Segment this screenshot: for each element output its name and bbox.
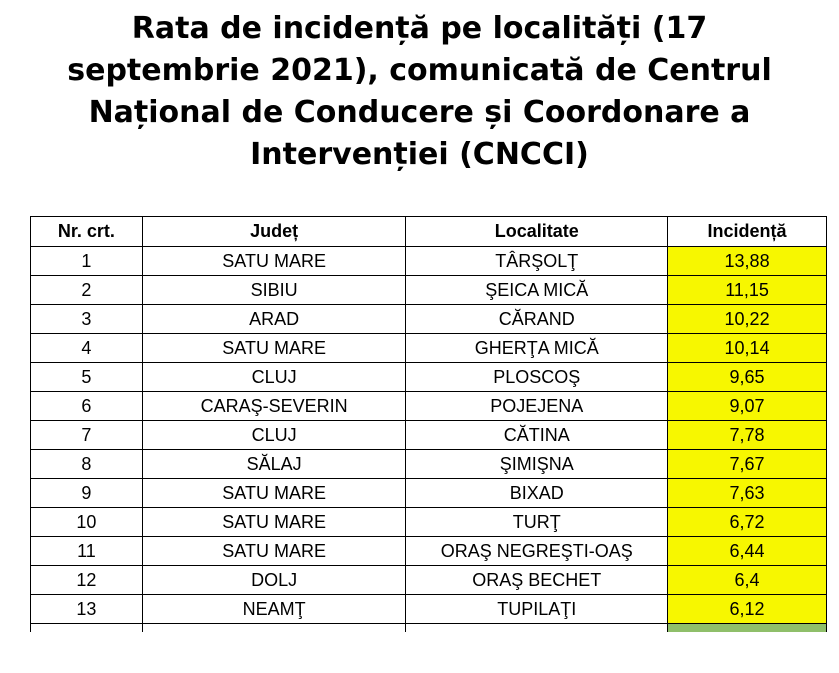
table-row: 12 DOLJ ORAŞ BECHET 6,4 — [30, 565, 827, 595]
cell-localitate: CĂRAND — [405, 304, 669, 334]
cell-incidenta: 7,78 — [667, 420, 827, 450]
cell-judet: SATU MARE — [141, 333, 407, 363]
cell-judet: CLUJ — [141, 362, 407, 392]
cell-incidenta: 13,88 — [667, 246, 827, 276]
cell-judet: SATU MARE — [141, 246, 407, 276]
table-row: 11 SATU MARE ORAŞ NEGREŞTI-OAŞ 6,44 — [30, 536, 827, 566]
table-row: 9 SATU MARE BIXAD 7,63 — [30, 478, 827, 508]
cell-partial — [30, 623, 143, 632]
table-row: 10 SATU MARE TURŢ 6,72 — [30, 507, 827, 537]
cell-localitate: CĂTINA — [405, 420, 669, 450]
cell-partial — [141, 623, 407, 632]
table-row: 3 ARAD CĂRAND 10,22 — [30, 304, 827, 334]
cell-incidenta: 7,63 — [667, 478, 827, 508]
table-row: 6 CARAŞ-SEVERIN POJEJENA 9,07 — [30, 391, 827, 421]
table-row: 8 SĂLAJ ŞIMIŞNA 7,67 — [30, 449, 827, 479]
cell-nr: 8 — [30, 449, 143, 479]
title-line: Rata de incidență pe localități (17 — [131, 11, 708, 46]
header-nr-crt: Nr. crt. — [30, 216, 143, 247]
cell-incidenta: 10,22 — [667, 304, 827, 334]
table-header-row: Nr. crt. Județ Localitate Incidență — [30, 216, 827, 247]
cell-localitate: TURŢ — [405, 507, 669, 537]
cell-nr: 7 — [30, 420, 143, 450]
cell-nr: 6 — [30, 391, 143, 421]
cell-localitate: ORAŞ BECHET — [405, 565, 669, 595]
cell-localitate: TUPILAŢI — [405, 594, 669, 624]
cell-nr: 9 — [30, 478, 143, 508]
cell-nr: 2 — [30, 275, 143, 305]
cell-judet: NEAMŢ — [141, 594, 407, 624]
cell-incidenta: 6,4 — [667, 565, 827, 595]
cell-judet: SATU MARE — [141, 478, 407, 508]
page-title: Rata de incidență pe localități (17 sept… — [0, 8, 839, 176]
header-incidenta: Incidență — [667, 216, 827, 247]
cell-judet: ARAD — [141, 304, 407, 334]
cell-localitate: ŞEICA MICĂ — [405, 275, 669, 305]
table-row: 7 CLUJ CĂTINA 7,78 — [30, 420, 827, 450]
table-row: 4 SATU MARE GHERŢA MICĂ 10,14 — [30, 333, 827, 363]
cell-incidenta: 6,72 — [667, 507, 827, 537]
cell-nr: 12 — [30, 565, 143, 595]
table-row: 1 SATU MARE TÂRŞOLŢ 13,88 — [30, 246, 827, 276]
cell-nr: 10 — [30, 507, 143, 537]
cell-localitate: POJEJENA — [405, 391, 669, 421]
cell-judet: SĂLAJ — [141, 449, 407, 479]
cell-judet: SIBIU — [141, 275, 407, 305]
cell-partial — [405, 623, 669, 632]
cell-judet: CLUJ — [141, 420, 407, 450]
table-row: 13 NEAMŢ TUPILAŢI 6,12 — [30, 594, 827, 624]
table-row: 2 SIBIU ŞEICA MICĂ 11,15 — [30, 275, 827, 305]
cell-incidenta: 6,12 — [667, 594, 827, 624]
cell-nr: 3 — [30, 304, 143, 334]
cell-localitate: GHERŢA MICĂ — [405, 333, 669, 363]
cell-incidenta: 10,14 — [667, 333, 827, 363]
cell-localitate: ORAŞ NEGREŞTI-OAŞ — [405, 536, 669, 566]
incidence-table: Nr. crt. Județ Localitate Incidență 1 SAT… — [30, 216, 827, 632]
cell-localitate: ŞIMIŞNA — [405, 449, 669, 479]
cell-incidenta: 9,65 — [667, 362, 827, 392]
cell-localitate: PLOSCOŞ — [405, 362, 669, 392]
cell-judet: DOLJ — [141, 565, 407, 595]
table-row-partial — [30, 623, 827, 632]
cell-localitate: TÂRŞOLŢ — [405, 246, 669, 276]
header-judet: Județ — [141, 216, 407, 247]
cell-incidenta: 6,44 — [667, 536, 827, 566]
cell-incidenta: 9,07 — [667, 391, 827, 421]
cell-nr: 4 — [30, 333, 143, 363]
cell-nr: 1 — [30, 246, 143, 276]
title-line: Intervenției (CNCCI) — [250, 137, 589, 172]
cell-nr: 13 — [30, 594, 143, 624]
cell-partial — [667, 623, 827, 632]
cell-incidenta: 11,15 — [667, 275, 827, 305]
cell-nr: 5 — [30, 362, 143, 392]
cell-localitate: BIXAD — [405, 478, 669, 508]
title-line: septembrie 2021), comunicată de Centrul — [67, 53, 772, 88]
cell-judet: CARAŞ-SEVERIN — [141, 391, 407, 421]
title-line: Național de Conducere și Coordonare a — [88, 95, 751, 130]
cell-nr: 11 — [30, 536, 143, 566]
cell-incidenta: 7,67 — [667, 449, 827, 479]
cell-judet: SATU MARE — [141, 507, 407, 537]
table-row: 5 CLUJ PLOSCOŞ 9,65 — [30, 362, 827, 392]
cell-judet: SATU MARE — [141, 536, 407, 566]
header-localitate: Localitate — [405, 216, 669, 247]
